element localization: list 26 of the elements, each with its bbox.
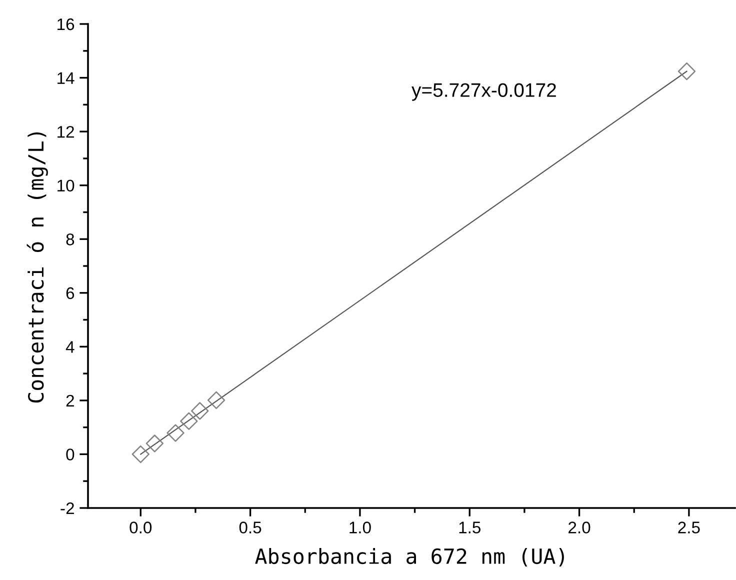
- x-tick-label: 0.0: [130, 522, 152, 534]
- y-tick-label: 12: [58, 126, 74, 138]
- y-tick-label: 2: [66, 394, 74, 406]
- x-tick-label: 2.5: [678, 522, 700, 534]
- y-tick-label: 4: [66, 341, 74, 353]
- point: [132, 445, 150, 464]
- x-axis-title: Absorbancia a 672 nm (UA): [255, 548, 564, 567]
- point: [678, 62, 696, 80]
- y-axis-title: Concentraci ó n (mg/L): [26, 132, 48, 403]
- x-tick-label: 2.0: [568, 522, 590, 534]
- annotation: y=5.727x-0.0172: [412, 83, 556, 101]
- y-tick-label: -2: [60, 502, 74, 514]
- point: [180, 412, 198, 430]
- y-tick-label: 10: [58, 180, 74, 192]
- y-tick-label: 6: [66, 287, 74, 300]
- point: [146, 434, 164, 452]
- y-tick-label: 0: [66, 448, 74, 460]
- y-tick-label: 14: [58, 72, 74, 84]
- x-tick-label: 0.5: [239, 522, 262, 534]
- y-tick-label: 8: [66, 234, 74, 246]
- point: [191, 402, 209, 420]
- x-tick-label: 1.5: [459, 522, 481, 534]
- point: [166, 424, 184, 442]
- x-tick-label: 1.0: [350, 522, 371, 534]
- point: [207, 391, 226, 410]
- y-tick-label: 16: [58, 18, 74, 30]
